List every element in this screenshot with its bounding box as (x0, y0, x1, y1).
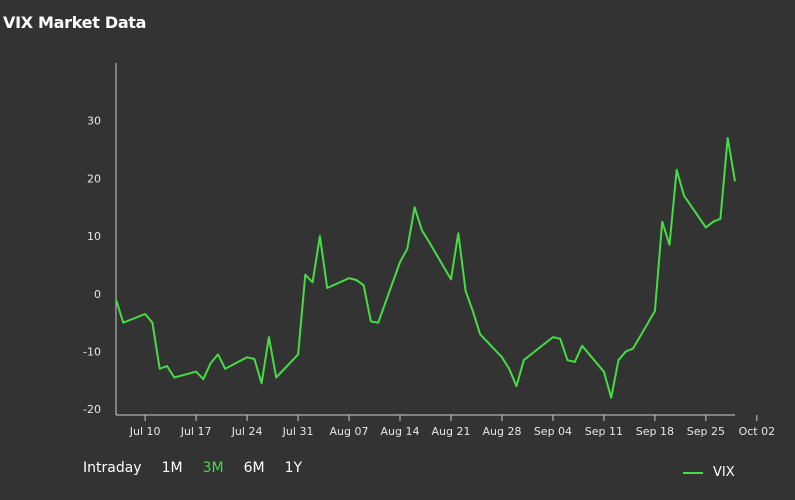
range-button-6m[interactable]: 6M (243, 460, 265, 476)
data-point-vix[interactable] (557, 336, 563, 342)
data-point-vix[interactable] (455, 230, 461, 236)
data-point-vix[interactable] (208, 360, 214, 366)
chart-title: VIX Market Data (3, 13, 147, 32)
data-point-vix[interactable] (375, 320, 381, 326)
legend-swatch-vix (683, 471, 703, 474)
x-tick-label: Sep 04 (534, 425, 572, 438)
data-point-vix[interactable] (149, 320, 155, 326)
data-point-group (113, 135, 738, 401)
data-point-vix[interactable] (499, 354, 505, 360)
range-button-1m[interactable]: 1M (161, 460, 183, 476)
x-tick-label: Sep 11 (585, 425, 623, 438)
data-point-vix[interactable] (113, 297, 119, 303)
data-point-vix[interactable] (667, 242, 673, 248)
data-point-vix[interactable] (565, 357, 571, 363)
x-tick-group: Jul 10 Jul 17 Jul 24 Jul 31 Aug 07 Aug 14 Aug … (129, 415, 775, 438)
legend[interactable]: VIX (683, 465, 735, 480)
data-point-vix[interactable] (514, 383, 520, 389)
data-point-vix[interactable] (353, 277, 359, 283)
x-tick-label: Oct 02 (739, 425, 776, 438)
data-point-vix[interactable] (404, 246, 410, 252)
data-point-vix[interactable] (710, 219, 716, 225)
data-point-vix[interactable] (412, 204, 418, 210)
data-point-vix[interactable] (608, 395, 614, 401)
data-point-vix[interactable] (572, 359, 578, 365)
data-point-vix[interactable] (521, 357, 527, 363)
range-button-intraday[interactable]: Intraday (83, 460, 142, 476)
x-tick-label: Aug 21 (431, 425, 470, 438)
range-selector: Intraday 1M 3M 6M 1Y (83, 460, 322, 476)
range-button-1y[interactable]: 1Y (284, 460, 303, 476)
data-point-vix[interactable] (419, 227, 425, 233)
data-point-vix[interactable] (659, 219, 665, 225)
data-point-vix[interactable] (346, 275, 352, 281)
legend-label-vix: VIX (713, 465, 735, 480)
data-point-vix[interactable] (259, 380, 265, 386)
data-point-vix[interactable] (273, 375, 279, 381)
data-point-vix[interactable] (470, 308, 476, 314)
x-tick-label: Jul 24 (231, 425, 263, 438)
data-point-vix[interactable] (193, 369, 199, 375)
data-point-vix[interactable] (616, 357, 622, 363)
data-point-vix[interactable] (302, 272, 308, 278)
data-point-vix[interactable] (674, 167, 680, 173)
data-point-vix[interactable] (652, 308, 658, 314)
x-tick-label: Sep 18 (636, 425, 674, 438)
x-tick-label: Aug 14 (381, 425, 420, 438)
data-point-vix[interactable] (142, 311, 148, 317)
data-point-vix[interactable] (703, 225, 709, 231)
y-tick-group: -20 -10 0 10 20 30 (83, 115, 101, 417)
data-point-vix[interactable] (579, 343, 585, 349)
data-point-vix[interactable] (528, 351, 534, 357)
y-tick-label: 20 (87, 172, 101, 185)
data-point-vix[interactable] (601, 369, 607, 375)
x-tick-label: Jul 31 (282, 425, 314, 438)
data-point-vix[interactable] (448, 276, 454, 282)
data-point-vix[interactable] (251, 356, 257, 362)
data-point-vix[interactable] (361, 282, 367, 288)
data-point-vix[interactable] (266, 334, 272, 340)
data-point-vix[interactable] (463, 288, 469, 294)
data-point-vix[interactable] (506, 366, 512, 372)
y-tick-label: 30 (87, 115, 101, 128)
data-point-vix[interactable] (717, 216, 723, 222)
range-button-3m[interactable]: 3M (202, 460, 224, 476)
data-point-vix[interactable] (222, 366, 228, 372)
x-tick-label: Sep 25 (687, 425, 725, 438)
x-tick-label: Aug 07 (330, 425, 369, 438)
data-point-vix[interactable] (215, 351, 221, 357)
data-point-vix[interactable] (477, 331, 483, 337)
y-tick-label: -20 (83, 403, 101, 416)
data-point-vix[interactable] (310, 279, 316, 285)
x-tick-label: Jul 10 (129, 425, 161, 438)
data-point-vix[interactable] (368, 319, 374, 325)
y-tick-label: -10 (83, 346, 101, 359)
series-line-vix (115, 137, 736, 399)
data-point-vix[interactable] (157, 366, 163, 372)
data-point-vix[interactable] (426, 239, 432, 245)
data-point-vix[interactable] (681, 193, 687, 199)
data-point-vix[interactable] (164, 363, 170, 369)
data-point-vix[interactable] (397, 259, 403, 265)
data-point-vix[interactable] (244, 354, 250, 360)
data-point-vix[interactable] (732, 178, 738, 184)
data-point-vix[interactable] (120, 320, 126, 326)
data-point-vix[interactable] (725, 135, 731, 141)
data-point-vix[interactable] (630, 346, 636, 352)
data-point-vix[interactable] (550, 334, 556, 340)
data-point-vix[interactable] (295, 351, 301, 357)
y-tick-label: 0 (94, 288, 101, 301)
data-point-vix[interactable] (171, 375, 177, 381)
data-point-vix[interactable] (324, 285, 330, 291)
y-tick-label: 10 (87, 230, 101, 243)
data-point-vix[interactable] (623, 349, 629, 355)
x-tick-label: Jul 17 (180, 425, 212, 438)
x-tick-label: Aug 28 (482, 425, 521, 438)
data-point-vix[interactable] (317, 233, 323, 239)
data-point-vix[interactable] (200, 376, 206, 382)
